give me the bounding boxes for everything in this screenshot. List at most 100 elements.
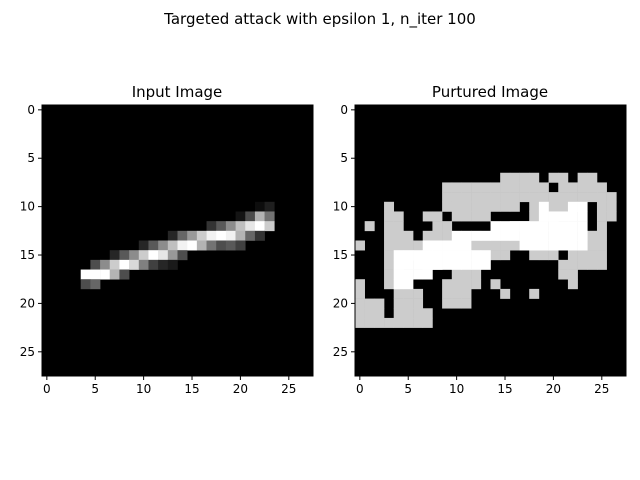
purtured-image-pixel bbox=[596, 250, 607, 261]
purtured-image-pixel bbox=[567, 240, 578, 251]
purtured-image-pixel bbox=[587, 230, 598, 241]
purtured-image-pixel bbox=[422, 230, 433, 241]
purtured-image-pixel bbox=[451, 250, 462, 261]
purtured-image-pixel bbox=[490, 230, 501, 241]
purtured-image-pixel bbox=[384, 211, 395, 222]
purtured-image-pixel bbox=[490, 279, 501, 290]
purtured-image-xtick-label: 15 bbox=[497, 382, 512, 396]
purtured-image-pixel bbox=[403, 269, 414, 280]
purtured-image-pixel bbox=[548, 211, 559, 222]
purtured-image-pixel bbox=[422, 308, 433, 319]
purtured-image-frame bbox=[354, 104, 627, 377]
input-image-pixel bbox=[119, 259, 130, 270]
purtured-image-pixel bbox=[567, 192, 578, 203]
figure-suptitle: Targeted attack with epsilon 1, n_iter 1… bbox=[163, 10, 476, 29]
purtured-image-pixel bbox=[567, 211, 578, 222]
purtured-image-pixel bbox=[432, 221, 443, 232]
input-image-pixel bbox=[167, 240, 178, 251]
purtured-image-ytick-label: 20 bbox=[333, 296, 348, 310]
input-image-pixel bbox=[235, 211, 246, 222]
purtured-image-pixel bbox=[538, 221, 549, 232]
input-image-pixel bbox=[225, 240, 236, 251]
purtured-image-ytick-label: 15 bbox=[333, 248, 348, 262]
subplot-input-image: Input Image 0 5 10 15 20 25 0 5 10 15 20 25 bbox=[20, 83, 314, 396]
input-image-ytick-label: 5 bbox=[27, 151, 35, 165]
purtured-image-pixel bbox=[461, 298, 472, 309]
purtured-image-pixel bbox=[384, 240, 395, 251]
input-image-pixel bbox=[129, 250, 140, 261]
purtured-image-pixel bbox=[490, 182, 501, 193]
purtured-image-pixel bbox=[606, 192, 617, 203]
purtured-image-pixel bbox=[548, 192, 559, 203]
purtured-image-pixel bbox=[471, 211, 482, 222]
purtured-image-pixel bbox=[442, 201, 453, 212]
purtured-image-pixel bbox=[480, 230, 491, 241]
purtured-image-pixel bbox=[577, 182, 588, 193]
purtured-image-pixel bbox=[577, 240, 588, 251]
purtured-image-pixel bbox=[442, 259, 453, 270]
purtured-image-pixel bbox=[490, 250, 501, 261]
purtured-image-pixel bbox=[451, 288, 462, 299]
purtured-image-pixel bbox=[587, 182, 598, 193]
input-image-pixel bbox=[225, 221, 236, 232]
purtured-image-pixel bbox=[490, 192, 501, 203]
purtured-image-pixel bbox=[500, 288, 511, 299]
input-image-pixel bbox=[216, 230, 227, 241]
subplot-purtured-image: Purtured Image 0 5 10 15 20 25 0 5 10 15 20 25 bbox=[333, 83, 627, 396]
purtured-image-ytick-label: 5 bbox=[340, 151, 348, 165]
purtured-image-pixel bbox=[451, 279, 462, 290]
purtured-image-pixel bbox=[393, 221, 404, 232]
purtured-image-pixel bbox=[500, 230, 511, 241]
input-image-pixel bbox=[158, 250, 169, 261]
purtured-image-pixel bbox=[432, 240, 443, 251]
purtured-image-pixel bbox=[538, 192, 549, 203]
purtured-image-pixel bbox=[422, 250, 433, 261]
purtured-image-pixel bbox=[529, 211, 540, 222]
purtured-image-pixel bbox=[490, 240, 501, 251]
purtured-image-pixel bbox=[480, 240, 491, 251]
purtured-image-pixel bbox=[364, 308, 375, 319]
purtured-image-pixel bbox=[596, 259, 607, 270]
purtured-image-pixel bbox=[393, 230, 404, 241]
purtured-image-pixel bbox=[500, 240, 511, 251]
purtured-image-pixel bbox=[567, 201, 578, 212]
purtured-image-pixel bbox=[577, 221, 588, 232]
input-image-xtick-label: 15 bbox=[184, 382, 199, 396]
input-image-ticks: 0 5 10 15 20 25 0 5 10 15 20 25 bbox=[20, 103, 297, 396]
purtured-image-pixel bbox=[461, 259, 472, 270]
input-image-ytick-label: 10 bbox=[20, 200, 35, 214]
purtured-image-pixel bbox=[567, 279, 578, 290]
purtured-image-pixel bbox=[403, 279, 414, 290]
purtured-image-pixel bbox=[461, 269, 472, 280]
input-image-pixel bbox=[138, 240, 149, 251]
purtured-image-pixel bbox=[558, 259, 569, 270]
purtured-image-pixel bbox=[587, 259, 598, 270]
purtured-image-pixel bbox=[490, 201, 501, 212]
purtured-image-pixel bbox=[355, 288, 365, 299]
purtured-image-pixel bbox=[422, 259, 433, 270]
purtured-image-pixel bbox=[432, 211, 443, 222]
input-image-pixel bbox=[167, 259, 178, 270]
purtured-image-xtick-label: 25 bbox=[594, 382, 609, 396]
input-image-pixel bbox=[264, 211, 275, 222]
input-image-pixel bbox=[138, 250, 149, 261]
purtured-image-pixel bbox=[567, 259, 578, 270]
purtured-image-pixel bbox=[403, 308, 414, 319]
purtured-image-pixel bbox=[355, 279, 365, 290]
purtured-image-pixel bbox=[509, 192, 520, 203]
purtured-image-pixel bbox=[538, 182, 549, 193]
input-image-pixel bbox=[264, 201, 275, 212]
purtured-image-pixel bbox=[596, 230, 607, 241]
purtured-image-pixel bbox=[480, 182, 491, 193]
purtured-image-pixel bbox=[355, 308, 365, 319]
purtured-image-pixel bbox=[364, 298, 375, 309]
purtured-image-pixel bbox=[538, 240, 549, 251]
purtured-image-pixel bbox=[596, 182, 607, 193]
input-image-pixel bbox=[235, 221, 246, 232]
purtured-image-pixel bbox=[577, 211, 588, 222]
purtured-image-pixel bbox=[471, 279, 482, 290]
purtured-image-pixel bbox=[471, 269, 482, 280]
purtured-image-cells bbox=[355, 105, 626, 376]
purtured-image-pixel bbox=[355, 298, 365, 309]
purtured-image-title: Purtured Image bbox=[432, 83, 548, 101]
